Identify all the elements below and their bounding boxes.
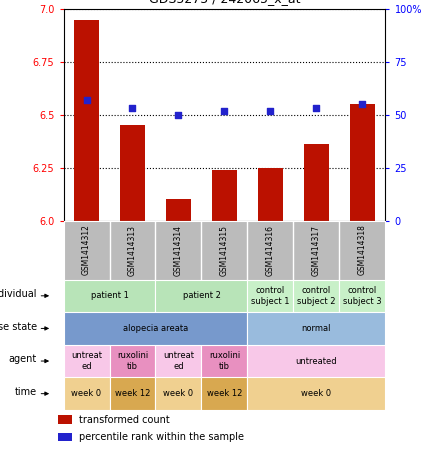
Text: GSM1414314: GSM1414314 — [174, 225, 183, 275]
Text: untreated: untreated — [296, 357, 337, 366]
Bar — [58, 433, 72, 441]
Text: ruxolini
tib: ruxolini tib — [209, 352, 240, 371]
Text: ruxolini
tib: ruxolini tib — [117, 352, 148, 371]
Title: GDS5275 / 242065_x_at: GDS5275 / 242065_x_at — [149, 0, 300, 5]
Bar — [247, 377, 385, 410]
Bar — [201, 345, 247, 377]
Bar — [64, 377, 110, 410]
Bar — [155, 377, 201, 410]
Text: patient 1: patient 1 — [91, 291, 128, 300]
Bar — [58, 415, 72, 424]
Bar — [155, 280, 247, 312]
Text: agent: agent — [8, 354, 37, 364]
Text: disease state: disease state — [0, 322, 37, 332]
Text: GSM1414313: GSM1414313 — [128, 225, 137, 275]
Text: untreat
ed: untreat ed — [163, 352, 194, 371]
Text: GSM1414312: GSM1414312 — [82, 225, 91, 275]
Text: transformed count: transformed count — [78, 414, 169, 424]
Text: control
subject 1: control subject 1 — [251, 286, 290, 305]
Bar — [201, 377, 247, 410]
Text: week 12: week 12 — [115, 389, 150, 398]
Bar — [350, 104, 375, 221]
Text: GSM1414316: GSM1414316 — [266, 225, 275, 275]
Text: GSM1414315: GSM1414315 — [220, 225, 229, 275]
Bar — [247, 280, 293, 312]
Text: individual: individual — [0, 289, 37, 299]
Text: untreat
ed: untreat ed — [71, 352, 102, 371]
Text: week 0: week 0 — [163, 389, 194, 398]
Bar — [64, 345, 110, 377]
Text: GSM1414318: GSM1414318 — [358, 225, 367, 275]
Text: percentile rank within the sample: percentile rank within the sample — [78, 432, 244, 442]
Point — [175, 111, 182, 118]
Bar — [212, 170, 237, 221]
Bar — [293, 280, 339, 312]
Bar — [120, 125, 145, 221]
Point — [313, 105, 320, 112]
Text: patient 2: patient 2 — [183, 291, 220, 300]
Point — [221, 107, 228, 114]
Bar — [166, 199, 191, 221]
Bar — [247, 345, 385, 377]
Text: normal: normal — [302, 324, 331, 333]
Text: control
subject 3: control subject 3 — [343, 286, 382, 305]
Bar — [339, 280, 385, 312]
Text: week 0: week 0 — [71, 389, 102, 398]
Text: week 12: week 12 — [207, 389, 242, 398]
Bar — [304, 145, 329, 221]
Bar — [155, 345, 201, 377]
Point — [359, 101, 366, 108]
Text: week 0: week 0 — [301, 389, 332, 398]
Point — [83, 96, 90, 104]
Text: control
subject 2: control subject 2 — [297, 286, 336, 305]
Text: alopecia areata: alopecia areata — [123, 324, 188, 333]
Text: time: time — [14, 387, 37, 397]
Point — [267, 107, 274, 114]
Point — [129, 105, 136, 112]
Bar — [64, 280, 155, 312]
Bar — [258, 168, 283, 221]
Bar — [110, 377, 155, 410]
Bar — [74, 19, 99, 221]
Bar — [247, 312, 385, 345]
Bar — [110, 345, 155, 377]
Text: GSM1414317: GSM1414317 — [312, 225, 321, 275]
Bar — [64, 312, 247, 345]
